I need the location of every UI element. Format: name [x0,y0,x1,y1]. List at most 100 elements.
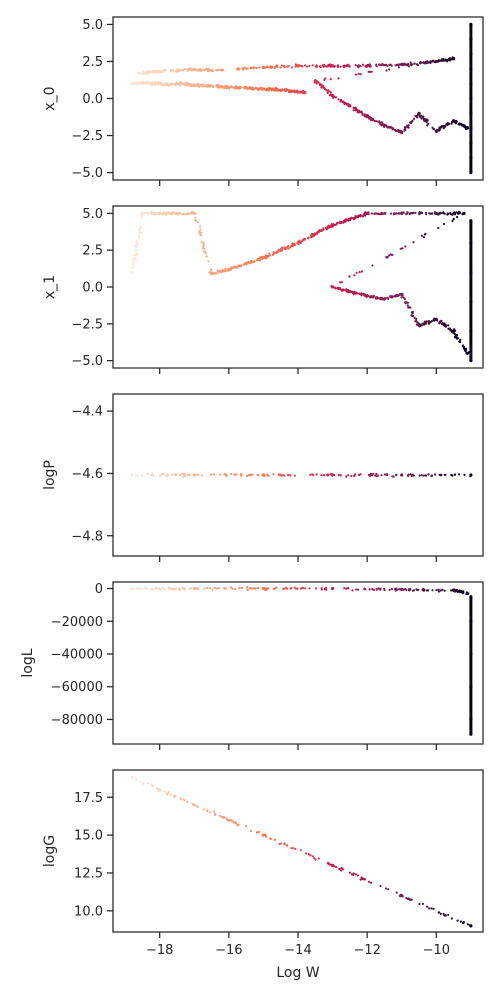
scatter-texture-point [169,213,173,216]
scatter-texture-point [394,294,397,297]
scatter-point [331,223,335,227]
scatter-texture-point [333,65,336,68]
scatter-texture-point [315,587,318,590]
y-tick-label: −2.5 [71,317,103,332]
scatter-texture-point [275,64,278,67]
scatter-texture-point [361,877,364,880]
scatter-texture-point [459,338,462,341]
scatter-texture-point [421,902,424,906]
scatter-texture-point [135,252,138,255]
scatter-point [261,473,265,477]
scatter-texture-point [327,473,330,476]
scatter-texture-point [161,70,164,73]
y-tick-label: 15.0 [74,829,103,844]
scatter-texture-point [160,83,163,86]
scatter-point [175,68,179,72]
scatter-texture-point [442,322,445,325]
scatter-texture-point [215,271,218,274]
x-tick-label: −10 [423,943,450,958]
scatter-texture-point [155,787,159,790]
scatter-texture-point [293,474,297,477]
scatter-point [261,65,265,69]
scatter-point [296,241,300,245]
scatter-texture-point [202,247,205,250]
scatter-texture-point [403,298,406,301]
scatter-texture-point [272,473,275,476]
scatter-texture-point [424,474,427,477]
scatter-point [137,71,141,75]
scatter-texture-point [402,296,405,299]
scatter-point [210,68,214,72]
scatter-texture-point [395,891,398,894]
scatter-texture-point [429,321,432,324]
scatter-texture-point [321,85,324,88]
scatter-texture-point [258,66,261,69]
scatter-texture-point [370,212,373,215]
scatter-texture-point [172,211,175,214]
scatter-texture-point [339,281,342,284]
scatter-texture-point [464,349,467,352]
scatter-texture-point [248,473,251,477]
scatter-texture-point [374,212,377,215]
scatter-point [206,84,210,88]
scatter-texture-point [181,473,185,476]
scatter-texture-point [410,474,413,478]
scatter-point [261,586,265,591]
scatter-texture-point [197,473,200,476]
scatter-texture-point [157,587,160,590]
scatter-texture-point [413,316,416,319]
scatter-texture-point [199,234,202,237]
scatter-texture-point [391,296,394,299]
scatter-texture-point [269,87,272,90]
scatter-texture-point [221,815,224,819]
y-tick-label: −5.0 [71,166,103,181]
scatter-texture-point [205,586,208,589]
scatter-texture-point [325,588,328,592]
scatter-texture-point [305,65,308,68]
scatter-texture-point [420,474,423,477]
scatter-texture-point [407,898,410,901]
y-axis-label: logP [42,460,58,490]
scatter-texture-point [213,586,217,590]
scatter-texture-point [195,473,198,476]
scatter-texture-point [164,68,167,72]
scatter-texture-point [353,290,356,293]
scatter-texture-point [230,267,234,270]
scatter-texture-point [202,241,205,244]
scatter-texture-point [425,320,428,324]
scatter-texture-point [326,89,330,93]
scatter-point [465,351,469,355]
scatter-texture-point [169,69,172,72]
scatter-point [331,863,335,868]
scatter-texture-point [138,231,141,234]
scatter-texture-point [420,114,423,117]
scatter-texture-point [134,249,138,252]
scatter-texture-point [159,588,162,591]
scatter-texture-point [167,792,170,795]
scatter-texture-point [371,264,374,267]
scatter-point [220,85,224,89]
scatter-texture-point [413,62,416,65]
scatter-texture-point [268,252,271,255]
scatter-texture-point [275,586,278,589]
scatter-texture-point [249,66,252,70]
scatter-texture-point [398,293,401,296]
scatter-texture-point [360,270,364,273]
scatter-texture-point [335,222,339,225]
scatter-texture-point [380,63,383,66]
scatter-texture-point [249,587,252,590]
y-tick-label: −2.5 [71,129,103,144]
scatter-texture-point [354,108,357,111]
scatter-texture-point [406,304,409,307]
scatter-texture-point [246,87,249,90]
scatter-point [192,211,196,215]
scatter-texture-point [361,215,364,218]
scatter-texture-point [439,126,442,129]
scatter-point [452,588,456,592]
scatter-texture-point [400,296,403,299]
scatter-points [130,586,473,736]
scatter-texture-point [298,239,301,242]
scatter-texture-point [345,587,348,590]
scatter-texture-point [271,87,274,90]
scatter-texture-point [363,113,366,116]
